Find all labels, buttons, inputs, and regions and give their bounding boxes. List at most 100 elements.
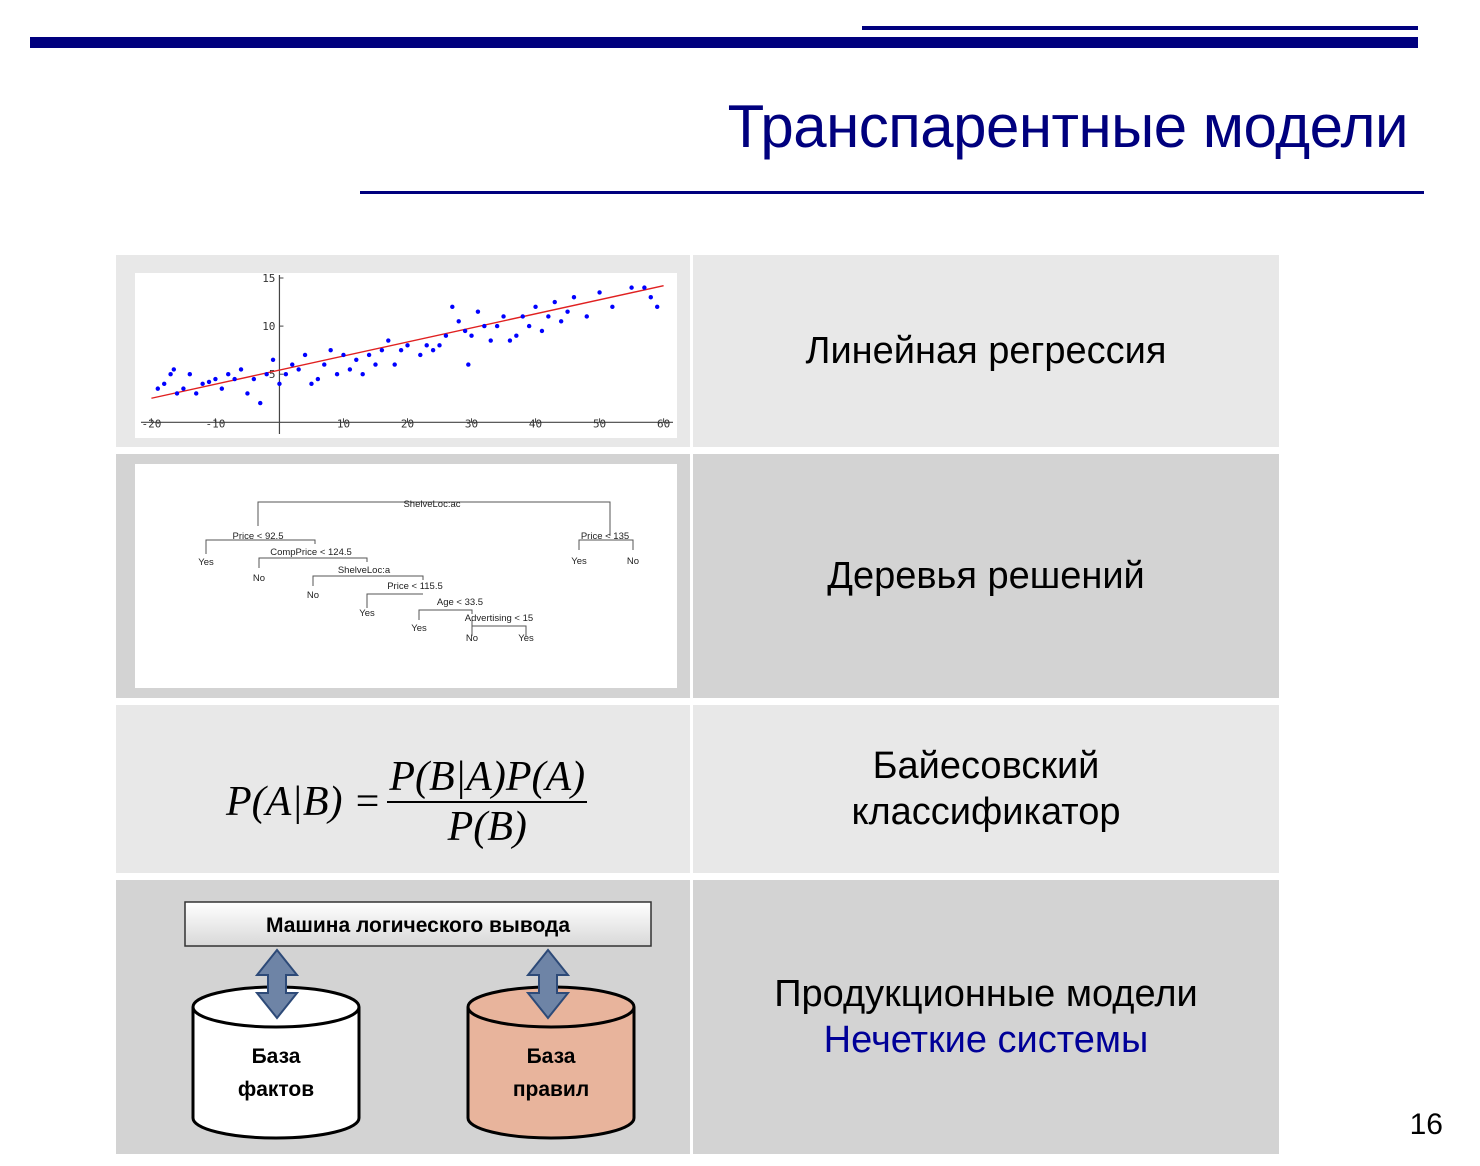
scatter-point: [309, 381, 314, 387]
scatter-point: [206, 379, 212, 385]
scatter-point: [469, 333, 474, 338]
x-tick-label: -10: [205, 417, 225, 430]
scatter-point: [430, 347, 436, 353]
label-production-models: Продукционные модели Нечеткие системы: [693, 880, 1279, 1154]
scatter-point: [379, 347, 385, 353]
leaf-no-1: No: [627, 556, 639, 567]
cell-bayes-formula: P(A|B) = P(B|A)P(A) P(B): [116, 705, 690, 873]
scatter-point: [514, 333, 519, 338]
scatter-point: [366, 352, 372, 358]
row-production-models: Машина логического вывода База фактов Ба…: [116, 880, 1279, 1154]
leaf-yes-5: Yes: [518, 633, 534, 644]
tree-branches: [205, 501, 634, 636]
scatter-point: [520, 314, 525, 319]
row-bayes-classifier: P(A|B) = P(B|A)P(A) P(B) Байесовский кла…: [116, 705, 1279, 880]
rules-base-cylinder: База правил: [466, 985, 636, 1140]
branch-root: [257, 501, 611, 508]
formula-fraction: P(B|A)P(A) P(B): [387, 753, 588, 851]
scatter-point: [341, 352, 346, 358]
scatter-point: [315, 376, 321, 382]
scatter-point: [290, 362, 295, 367]
formula-denominator: P(B): [447, 804, 527, 850]
scatter-point: [174, 391, 180, 396]
node-advertising: Advertising < 15: [465, 613, 533, 624]
x-tick-label: 60: [657, 417, 670, 430]
scatter-point: [533, 304, 538, 310]
branch-comp-price: [258, 557, 368, 568]
rules-base-line1: База: [527, 1045, 576, 1068]
y-tick-label: 10: [262, 320, 275, 333]
scatter-point: [526, 323, 532, 329]
scatter-point: [642, 285, 647, 290]
y-tick-label: 15: [262, 273, 275, 285]
branch-shelve-a: [312, 575, 424, 586]
inference-engine-box: [184, 901, 652, 947]
scatter-point: [501, 314, 506, 319]
label-fuzzy-systems: Нечеткие системы: [823, 1019, 1149, 1061]
scatter-point: [558, 319, 564, 324]
label-production-line1: Продукционные модели: [774, 973, 1198, 1015]
label-linear-regression: Линейная регрессия: [693, 255, 1279, 447]
header-thin-rule: [862, 26, 1418, 30]
scatter-point: [475, 309, 481, 314]
scatter-point: [194, 391, 199, 396]
x-tick-label: 50: [593, 417, 606, 430]
title-underline: [360, 191, 1424, 194]
plot-background: [135, 273, 677, 438]
scatter-point: [405, 343, 410, 348]
scatter-point: [648, 295, 653, 300]
formula-lhs: P(A|B) =: [226, 779, 382, 825]
scatter-point: [277, 381, 282, 387]
header-thick-rule: [30, 37, 1418, 48]
scatter-point: [181, 386, 186, 391]
branch-price115: [366, 593, 423, 602]
x-tick-label: -20: [141, 417, 161, 430]
label-decision-trees: Деревья решений: [693, 454, 1279, 698]
branch-age: [418, 609, 473, 620]
scatter-point: [546, 314, 551, 319]
branch-price135: [578, 539, 634, 550]
scatter-point: [264, 372, 269, 377]
scatter-point: [245, 391, 250, 396]
scatter-point: [155, 386, 161, 391]
x-tick-label: 40: [529, 417, 542, 430]
scatter-point: [654, 304, 660, 310]
x-tick-label: 20: [401, 417, 414, 430]
scatter-point: [629, 285, 634, 290]
production-system-diagram: Машина логического вывода База фактов Ба…: [184, 901, 652, 1140]
leaf-no-2: No: [253, 573, 265, 584]
rules-base-line2: правил: [513, 1078, 589, 1101]
row-decision-trees: ShelveLoc:ac Price < 92.5 Yes Price < 13…: [116, 454, 1279, 705]
scatter-point: [373, 362, 378, 367]
scatter-point: [398, 347, 404, 353]
inference-engine-label: Машина логического вывода: [266, 914, 570, 937]
node-price-115: Price < 115.5: [387, 581, 443, 592]
leaf-no-4: No: [466, 633, 478, 644]
models-table: -20 -10 10 20 30 40 50 60 5 10 15 Линейная регрес…: [116, 255, 1279, 1154]
regression-scatter-plot: -20 -10 10 20 30 40 50 60 5 10 15: [135, 273, 677, 438]
scatter-point: [171, 367, 177, 372]
scatter-point: [354, 357, 359, 362]
scatter-point: [213, 376, 218, 382]
scatter-point: [466, 362, 471, 367]
scatter-point: [283, 372, 289, 377]
scatter-point: [507, 338, 513, 343]
leaf-yes-3: Yes: [359, 608, 375, 619]
scatter-point: [200, 381, 205, 387]
scatter-point: [565, 309, 570, 314]
scatter-point: [238, 367, 244, 372]
scatter-point: [258, 400, 263, 406]
scatter-point: [219, 386, 225, 391]
y-tick-label: 5: [269, 368, 276, 381]
node-comp-price: CompPrice < 124.5: [270, 547, 352, 558]
decision-tree-diagram: ShelveLoc:ac Price < 92.5 Yes Price < 13…: [135, 464, 677, 688]
cell-decision-tree: ShelveLoc:ac Price < 92.5 Yes Price < 13…: [116, 454, 690, 698]
scatter-point: [232, 376, 237, 382]
facts-base-line1: База: [252, 1045, 301, 1068]
scatter-point: [251, 376, 257, 382]
label-bayes-line2: классификатор: [851, 791, 1121, 833]
scatter-point: [168, 372, 173, 377]
label-bayes-line1: Байесовский: [872, 745, 1100, 787]
leaf-no-3: No: [307, 590, 319, 601]
scatter-point: [187, 372, 193, 377]
